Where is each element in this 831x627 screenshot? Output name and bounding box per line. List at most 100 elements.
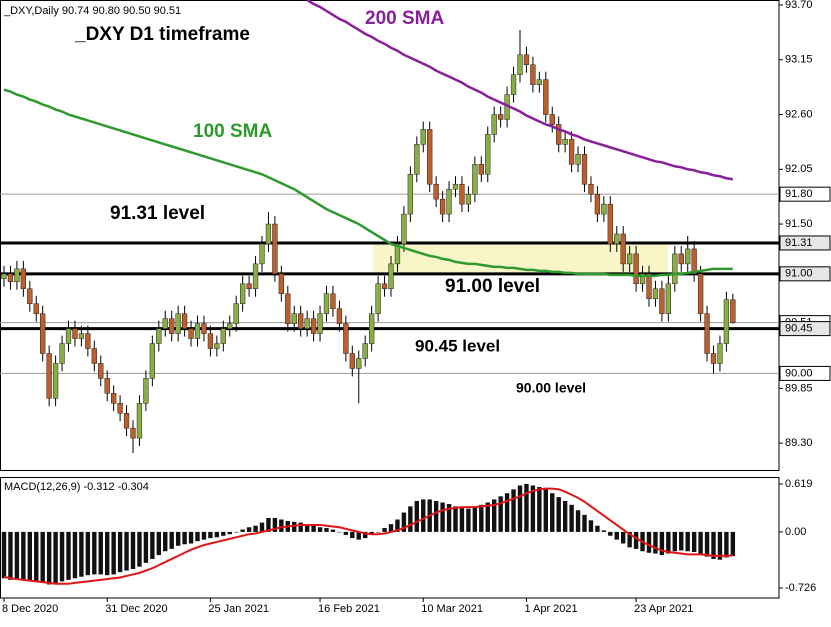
macd-bar bbox=[588, 520, 594, 532]
macd-bar bbox=[711, 531, 716, 559]
candle-body bbox=[188, 328, 194, 339]
macd-bar bbox=[240, 529, 245, 532]
macd-bar bbox=[524, 483, 529, 532]
x-tick-label: 25 Jan 2021 bbox=[208, 603, 269, 615]
macd-bar bbox=[356, 531, 361, 540]
macd-bar bbox=[227, 531, 232, 535]
macd-bar bbox=[234, 531, 239, 533]
macd-bar bbox=[150, 531, 155, 559]
candle-body bbox=[665, 283, 672, 314]
macd-y-tick-label: 0.619 bbox=[785, 478, 813, 490]
candle-body bbox=[52, 363, 59, 399]
macd-bar bbox=[304, 524, 310, 532]
candle-body bbox=[723, 299, 730, 344]
candle-body bbox=[620, 233, 626, 265]
macd-bar bbox=[698, 531, 703, 554]
candle-body bbox=[601, 203, 607, 215]
candle-body bbox=[614, 233, 620, 245]
annotation: 91.31 level bbox=[110, 203, 205, 224]
y-tick-label: 91.50 bbox=[785, 218, 813, 230]
macd-bar bbox=[595, 525, 600, 532]
macd-bar bbox=[659, 531, 665, 556]
candle-body bbox=[98, 363, 104, 379]
macd-bar bbox=[350, 531, 355, 539]
macd-bar bbox=[543, 489, 548, 532]
macd-bar bbox=[330, 529, 336, 532]
y-tick-label: 92.05 bbox=[785, 163, 813, 175]
macd-bar bbox=[691, 531, 697, 552]
candle-body bbox=[388, 263, 394, 290]
candle-body bbox=[72, 328, 78, 339]
candle-body bbox=[710, 353, 717, 364]
candle-body bbox=[227, 323, 233, 329]
candle-body bbox=[517, 54, 523, 75]
candle-body bbox=[523, 54, 530, 65]
candle-body bbox=[704, 313, 710, 354]
macd-bar bbox=[92, 531, 97, 575]
macd-bar bbox=[53, 531, 58, 583]
macd-bar bbox=[188, 531, 194, 544]
macd-bar bbox=[446, 504, 452, 532]
macd-bar bbox=[517, 485, 523, 532]
candle-body bbox=[639, 273, 646, 285]
macd-title: MACD(12,26,9) -0.312 -0.304 bbox=[4, 481, 149, 493]
candle-body bbox=[465, 193, 472, 205]
macd-bar bbox=[137, 531, 142, 567]
candle-body bbox=[91, 348, 97, 364]
macd-bar bbox=[724, 531, 729, 558]
level-label-box bbox=[779, 266, 831, 282]
macd-bar bbox=[169, 531, 174, 549]
candle-body bbox=[149, 343, 155, 379]
level-label-box bbox=[779, 321, 831, 337]
macd-bar bbox=[259, 522, 265, 532]
candle-body bbox=[201, 323, 207, 334]
macd-bar bbox=[66, 531, 71, 580]
macd-bar bbox=[646, 531, 652, 553]
macd-bar bbox=[717, 531, 723, 560]
candle-body bbox=[659, 288, 665, 314]
candle-body bbox=[678, 253, 684, 265]
candle-body bbox=[259, 243, 265, 265]
macd-bar bbox=[105, 531, 110, 576]
macd-bar bbox=[511, 489, 516, 532]
y-tick-label: 89.85 bbox=[785, 382, 813, 394]
level-label: 91.00 bbox=[785, 268, 813, 280]
x-tick-label: 16 Feb 2021 bbox=[318, 603, 380, 615]
level-label: 90.45 bbox=[785, 323, 813, 335]
candle-body bbox=[27, 288, 33, 304]
candle-body bbox=[194, 323, 201, 339]
macd-bar bbox=[292, 521, 297, 532]
price-plot bbox=[0, 0, 779, 454]
candle-body bbox=[272, 223, 278, 275]
candle-body bbox=[336, 308, 343, 324]
candle-body bbox=[581, 154, 588, 185]
candle-body bbox=[240, 283, 246, 304]
macd-bar bbox=[556, 497, 561, 532]
candle-body bbox=[452, 183, 459, 190]
macd-bar bbox=[317, 527, 323, 532]
candle-body bbox=[627, 253, 633, 265]
macd-bar bbox=[182, 531, 187, 545]
annotation: 90.00 level bbox=[516, 380, 586, 396]
macd-bar bbox=[608, 531, 613, 536]
candle-body bbox=[562, 139, 568, 145]
macd-bar bbox=[85, 531, 91, 576]
y-tick-label: 93.70 bbox=[785, 0, 813, 11]
macd-bar bbox=[472, 507, 478, 532]
candle-body bbox=[7, 273, 14, 283]
macd-bar bbox=[266, 517, 271, 532]
candle-body bbox=[117, 403, 123, 414]
macd-bar bbox=[498, 496, 503, 532]
macd-bar bbox=[117, 531, 123, 573]
macd-bar bbox=[324, 528, 329, 532]
candle-body bbox=[407, 174, 414, 215]
candle-body bbox=[156, 328, 162, 344]
macd-bar bbox=[221, 531, 226, 536]
candle-body bbox=[304, 318, 310, 329]
candle-body bbox=[330, 293, 336, 309]
level-label: 91.80 bbox=[785, 188, 813, 200]
sma-line bbox=[306, 0, 734, 181]
candle-body bbox=[401, 213, 407, 245]
macd-bar bbox=[433, 500, 439, 532]
